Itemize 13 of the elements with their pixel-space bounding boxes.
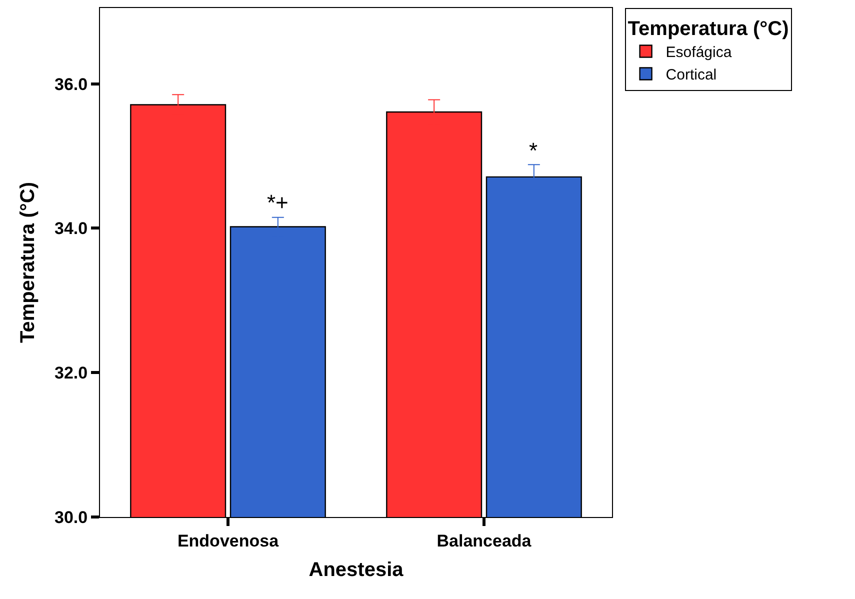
- y-tick-label: 30.0: [54, 508, 88, 527]
- y-axis-title: Temperatura (°C): [17, 182, 40, 343]
- y-tick-label: 36.0: [54, 74, 88, 94]
- x-tick-label: Balanceada: [436, 531, 532, 550]
- annotation: *: [529, 138, 538, 163]
- x-tick-label: Endovenosa: [177, 531, 280, 550]
- legend-label: Cortical: [666, 66, 717, 84]
- y-tick-label: 32.0: [54, 364, 88, 383]
- x-axis-title: Anestesia: [308, 558, 404, 581]
- annotation: *+: [267, 190, 288, 215]
- legend-title: Temperatura (°C): [628, 18, 789, 40]
- legend-label: Esofágica: [666, 44, 732, 62]
- y-tick-label: 34.0: [54, 219, 88, 238]
